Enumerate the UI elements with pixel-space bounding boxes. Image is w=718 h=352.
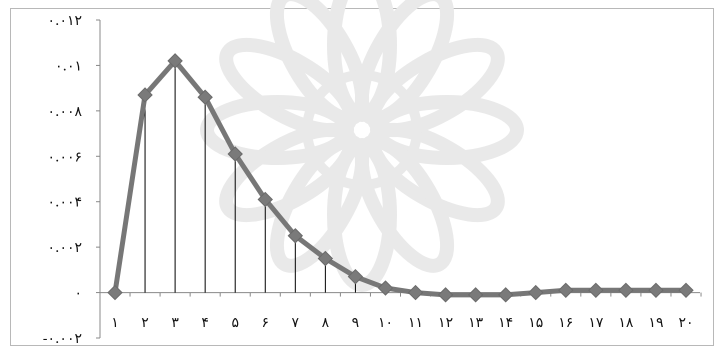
data-point-marker <box>107 284 123 301</box>
x-tick-label: ۱۷ <box>588 315 604 331</box>
data-point-marker <box>377 280 394 296</box>
x-tick-label: ۸ <box>322 315 330 331</box>
data-point-marker <box>618 282 634 299</box>
x-tick-label: ۱ <box>111 315 119 331</box>
x-tick-label: ۶ <box>261 315 269 331</box>
data-point-marker <box>588 282 604 299</box>
data-point-marker <box>287 228 304 244</box>
x-tick-label: ۱۲ <box>438 315 453 331</box>
data-point-marker <box>317 250 334 267</box>
data-point-marker <box>227 146 243 162</box>
x-tick-label: ۱۹ <box>648 315 663 331</box>
data-point-marker <box>197 89 213 105</box>
data-point-marker <box>558 282 574 299</box>
y-tick-label: ۰.۰۰۶ <box>47 149 82 165</box>
x-tick-label: ۱۶ <box>558 315 573 331</box>
y-tick-label: ۰.۰۱۲ <box>47 13 82 29</box>
x-tick-label: ۲ <box>141 315 149 331</box>
data-point-marker <box>407 284 424 301</box>
x-tick-label: ۱۳ <box>468 315 484 331</box>
x-tick-label: ۵ <box>231 315 239 331</box>
y-axis: ۰.۰۱۲ ۰.۰۱ ۰.۰۰۸ ۰.۰۰۶ ۰.۰۰۴ ۰.۰۰۲ ۰ -۰.۰۰۲ <box>43 13 101 347</box>
x-tick-label: ۳ <box>171 315 179 331</box>
x-tick-label: ۹ <box>352 315 360 331</box>
data-point-marker <box>167 53 183 69</box>
data-point-marker <box>648 282 664 299</box>
data-point-marker <box>137 87 153 103</box>
y-tick-label: ۰.۰۰۸ <box>47 104 82 120</box>
data-point-marker <box>257 191 273 208</box>
data-point-marker <box>347 268 364 285</box>
watermark-ring <box>302 70 422 190</box>
data-point-marker <box>678 282 694 299</box>
y-tick-label: ۰ <box>74 286 82 302</box>
x-axis: ۱ ۲ ۳ ۴ ۵ ۶ ۷ ۸ ۹ ۱۰ ۱۱ ۱۲ ۱۳ ۱۴ ۱۵ ۱۶ ۱۷ ۱۸ ۱۹ ۲۰ <box>100 292 702 331</box>
x-tick-label: ۷ <box>292 315 300 331</box>
x-tick-label: ۲۰ <box>678 315 693 331</box>
data-point-marker <box>528 284 544 301</box>
watermark-petal <box>366 37 505 138</box>
x-tick-label: ۱۰ <box>378 315 393 331</box>
data-markers <box>107 53 694 303</box>
y-tick-label: ۰.۰۰۴ <box>47 195 82 211</box>
y-tick-label: ۰.۰۱ <box>55 58 82 74</box>
x-tick-label: ۱۱ <box>408 315 423 331</box>
x-tick-label: ۱۴ <box>498 315 513 331</box>
y-tick-label: -۰.۰۰۲ <box>43 331 82 347</box>
data-point-marker <box>467 287 484 303</box>
data-point-marker <box>437 287 454 303</box>
data-point-marker <box>497 287 514 303</box>
watermark-rosette <box>200 0 524 292</box>
x-tick-label: ۴ <box>201 315 209 331</box>
y-tick-label: ۰.۰۰۲ <box>47 240 82 256</box>
x-tick-label: ۱۵ <box>528 315 543 331</box>
x-tick-label: ۱۸ <box>618 315 634 331</box>
